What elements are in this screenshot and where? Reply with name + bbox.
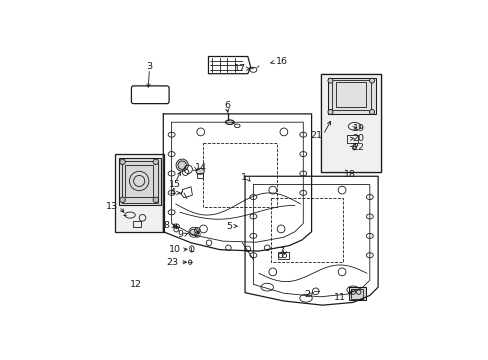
Bar: [115, 154, 163, 232]
Bar: [203, 143, 276, 207]
Circle shape: [153, 197, 158, 203]
Bar: [327, 78, 375, 114]
Bar: [133, 221, 140, 227]
Text: 16: 16: [275, 57, 287, 66]
Text: 18: 18: [343, 170, 355, 179]
Text: 3: 3: [146, 62, 152, 71]
Text: 20: 20: [352, 134, 364, 143]
Text: 15: 15: [168, 180, 180, 189]
Text: 4: 4: [169, 188, 175, 197]
Bar: [119, 158, 160, 205]
Text: 1: 1: [241, 172, 247, 181]
Bar: [346, 135, 357, 143]
Bar: [335, 82, 366, 107]
Text: 14: 14: [195, 163, 207, 172]
Bar: [332, 80, 370, 110]
Text: 17: 17: [234, 64, 245, 73]
Text: 2: 2: [304, 290, 309, 299]
Text: 22: 22: [352, 143, 364, 152]
Ellipse shape: [189, 229, 197, 235]
Bar: [278, 252, 288, 258]
Circle shape: [176, 159, 188, 171]
Text: 6: 6: [224, 102, 229, 111]
Text: 9: 9: [177, 230, 183, 239]
Bar: [271, 198, 343, 262]
Ellipse shape: [196, 168, 204, 174]
Circle shape: [153, 159, 158, 165]
Circle shape: [369, 109, 374, 114]
Text: 10: 10: [168, 245, 181, 254]
Circle shape: [327, 78, 332, 83]
Bar: [197, 174, 203, 179]
Circle shape: [369, 78, 374, 83]
Text: 19: 19: [352, 124, 364, 133]
Circle shape: [120, 159, 125, 165]
Text: 5: 5: [225, 222, 232, 231]
Text: 21: 21: [309, 131, 322, 140]
Text: 8: 8: [163, 221, 169, 230]
Circle shape: [120, 197, 125, 203]
Text: 23: 23: [166, 258, 178, 267]
Bar: [321, 74, 380, 172]
Text: 13: 13: [106, 202, 118, 211]
Bar: [348, 287, 365, 301]
Circle shape: [327, 109, 332, 114]
Bar: [122, 161, 158, 203]
Bar: [321, 74, 380, 172]
Bar: [125, 165, 153, 197]
Text: 11: 11: [333, 293, 346, 302]
Text: 7: 7: [277, 247, 284, 256]
Text: 12: 12: [129, 280, 142, 289]
Bar: [350, 289, 363, 298]
